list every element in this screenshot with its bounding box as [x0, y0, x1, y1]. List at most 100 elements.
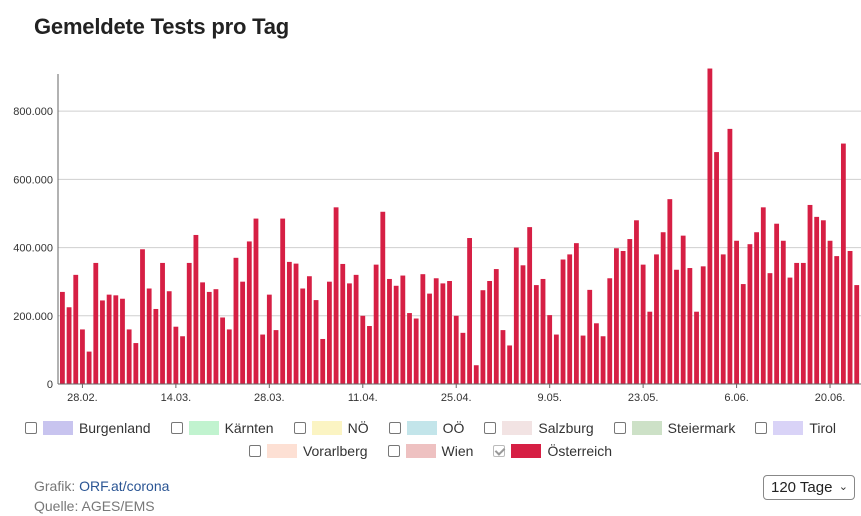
bar[interactable] [767, 273, 773, 384]
bar[interactable] [760, 207, 766, 384]
bar[interactable] [400, 275, 406, 384]
bar[interactable] [847, 250, 853, 384]
bar[interactable] [193, 234, 199, 384]
legend-checkbox[interactable] [613, 422, 626, 434]
bar[interactable] [133, 343, 139, 384]
bar[interactable] [547, 315, 553, 384]
bar[interactable] [360, 315, 366, 384]
bar[interactable] [373, 264, 379, 384]
bar[interactable] [220, 317, 226, 384]
legend-checkbox[interactable] [170, 422, 183, 434]
bar[interactable] [794, 262, 800, 384]
bar[interactable] [233, 257, 239, 384]
bar[interactable] [86, 351, 92, 384]
bar[interactable] [467, 238, 472, 384]
bar[interactable] [667, 199, 673, 384]
bar[interactable] [607, 278, 613, 384]
bar[interactable] [827, 240, 833, 384]
bar[interactable] [627, 239, 633, 384]
bar[interactable] [660, 232, 666, 384]
legend-checkbox[interactable] [293, 422, 306, 434]
bar[interactable] [754, 232, 760, 384]
bar[interactable] [347, 283, 352, 384]
bar[interactable] [840, 143, 846, 384]
bar[interactable] [393, 285, 399, 384]
legend-item[interactable]: Burgenland [24, 420, 151, 436]
bar[interactable] [73, 274, 79, 384]
bar[interactable] [440, 283, 446, 384]
bar[interactable] [113, 295, 119, 384]
bar[interactable] [380, 211, 386, 384]
bar[interactable] [253, 218, 259, 384]
bar[interactable] [80, 329, 85, 384]
legend-checkbox[interactable] [755, 422, 768, 434]
bar[interactable] [700, 266, 706, 384]
bar[interactable] [687, 268, 693, 384]
legend-checkbox[interactable] [24, 422, 37, 434]
bar[interactable] [266, 294, 272, 384]
bar[interactable] [280, 218, 286, 384]
bar[interactable] [66, 307, 72, 384]
bar[interactable] [740, 284, 746, 384]
bar[interactable] [240, 281, 246, 384]
bar[interactable] [146, 288, 152, 384]
bar[interactable] [226, 329, 232, 384]
bar[interactable] [460, 332, 466, 384]
bar[interactable] [273, 330, 279, 384]
bar[interactable] [500, 330, 506, 384]
bar[interactable] [313, 300, 319, 384]
credit-link[interactable]: ORF.at/corona [79, 478, 170, 494]
bar[interactable] [540, 278, 546, 384]
bar[interactable] [246, 241, 252, 384]
bar[interactable] [293, 263, 299, 384]
bar[interactable] [800, 262, 806, 384]
bar[interactable] [433, 278, 439, 384]
bar[interactable] [153, 308, 159, 384]
bar[interactable] [327, 281, 332, 384]
bar[interactable] [487, 281, 493, 384]
bar[interactable] [186, 262, 192, 384]
bar[interactable] [527, 227, 533, 384]
bar[interactable] [160, 262, 165, 384]
bar[interactable] [573, 243, 579, 384]
bar[interactable] [694, 311, 699, 384]
bar[interactable] [120, 298, 125, 384]
bar[interactable] [166, 291, 172, 384]
bar[interactable] [707, 68, 713, 384]
bar[interactable] [620, 250, 626, 384]
bar[interactable] [60, 291, 65, 384]
bar[interactable] [206, 291, 212, 384]
bar[interactable] [787, 277, 793, 384]
legend-item[interactable]: Tirol [755, 420, 836, 436]
bar[interactable] [200, 282, 205, 384]
bar[interactable] [213, 289, 219, 384]
bar[interactable] [413, 318, 419, 384]
bar[interactable] [680, 235, 686, 384]
range-select[interactable]: 120 Tage ⌄ [763, 475, 855, 500]
bar[interactable] [587, 289, 593, 384]
legend-item[interactable]: Wien [387, 443, 473, 459]
bar[interactable] [333, 207, 339, 384]
bar[interactable] [427, 293, 432, 384]
bar[interactable] [453, 315, 459, 384]
legend-item[interactable]: Steiermark [613, 420, 735, 436]
bar[interactable] [780, 240, 786, 384]
bar[interactable] [480, 290, 486, 384]
bar[interactable] [387, 278, 392, 384]
bar[interactable] [353, 274, 359, 384]
bar[interactable] [473, 365, 479, 384]
bar[interactable] [520, 265, 526, 384]
bar[interactable] [407, 313, 412, 384]
bar[interactable] [420, 274, 426, 384]
bar[interactable] [126, 329, 132, 384]
legend-item[interactable]: NÖ [293, 420, 369, 436]
bar[interactable] [567, 254, 573, 384]
legend-item[interactable]: Kärnten [170, 420, 274, 436]
legend-checkbox[interactable] [493, 445, 506, 457]
bar[interactable] [820, 220, 826, 384]
bar[interactable] [674, 269, 679, 384]
bar[interactable] [173, 326, 179, 384]
bar[interactable] [367, 326, 372, 384]
bar[interactable] [513, 247, 519, 384]
bar[interactable] [140, 249, 145, 384]
